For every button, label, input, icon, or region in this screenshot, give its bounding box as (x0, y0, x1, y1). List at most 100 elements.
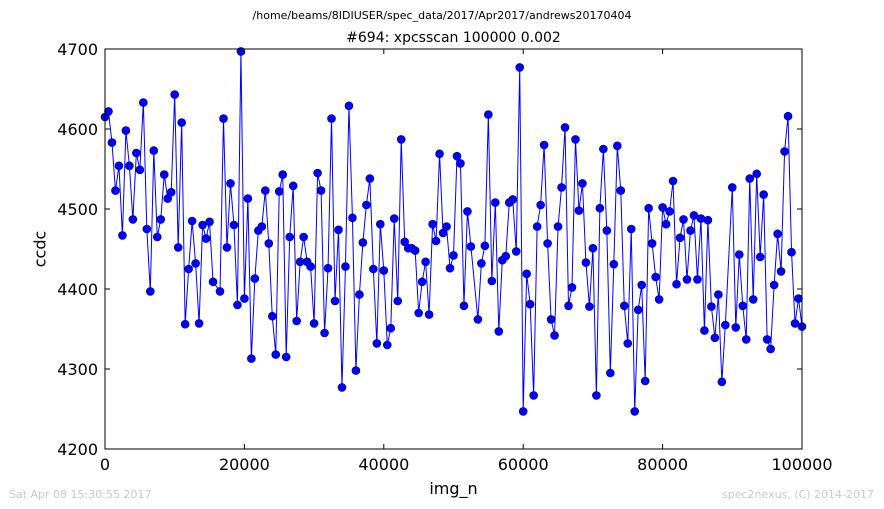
data-point (431, 236, 441, 246)
data-point (205, 217, 214, 227)
data-point (410, 246, 420, 255)
data-point (226, 179, 235, 188)
data-point (201, 234, 211, 243)
data-point (794, 294, 803, 303)
data-point (748, 295, 758, 304)
data-point (721, 320, 730, 330)
data-point (522, 269, 531, 279)
data-point (376, 219, 385, 229)
data-point (612, 141, 622, 151)
data-point (762, 335, 772, 344)
data-point (790, 319, 800, 328)
data-point (128, 215, 138, 224)
data-point (250, 274, 260, 283)
data-point (543, 239, 552, 248)
data-point (442, 222, 451, 231)
data-point (560, 123, 570, 132)
data-point (358, 238, 368, 247)
data-point (166, 187, 176, 197)
data-point (557, 183, 566, 192)
data-point (187, 216, 197, 226)
data-point (473, 315, 483, 324)
data-point (274, 187, 284, 196)
data-point (292, 316, 301, 326)
data-point (491, 198, 500, 207)
data-point (229, 220, 239, 230)
data-point (508, 195, 518, 204)
data-point (633, 305, 643, 315)
data-point (198, 220, 207, 230)
data-point (734, 250, 744, 259)
data-point (682, 275, 692, 284)
chart-title: #694: xpcsscan 100000 0.002 (346, 30, 561, 46)
data-point (396, 135, 406, 144)
footer-timestamp: Sat Apr 08 15:30:55 2017 (9, 488, 152, 501)
data-point (215, 287, 225, 296)
data-point (330, 296, 340, 306)
data-point (334, 225, 343, 235)
data-point (766, 344, 775, 354)
data-point (780, 147, 789, 156)
x-axis-label: img_n (429, 479, 478, 498)
data-point (271, 350, 281, 359)
data-point (428, 219, 437, 229)
data-point (602, 226, 612, 235)
data-point (449, 251, 458, 260)
data-point (107, 138, 117, 147)
data-point (703, 215, 713, 225)
data-point (177, 118, 186, 127)
data-point (417, 277, 427, 287)
data-point (393, 296, 403, 306)
data-point (424, 310, 434, 319)
data-point (337, 383, 347, 392)
data-point (592, 391, 601, 400)
data-point (599, 144, 608, 154)
y-tick-label: 4400 (57, 280, 98, 299)
data-point (707, 302, 716, 311)
data-point (267, 311, 277, 321)
data-point (142, 224, 152, 234)
data-point (341, 262, 350, 271)
data-point (626, 224, 636, 234)
data-point (689, 211, 699, 220)
y-axis-label: ccdc (30, 230, 50, 268)
data-point (219, 114, 228, 123)
x-tick-label: 0 (100, 455, 110, 474)
data-point (114, 161, 124, 171)
series-line (104, 51, 803, 412)
data-point (595, 203, 605, 213)
data-point (494, 327, 504, 336)
y-tick-label: 4600 (57, 120, 98, 139)
series-layer (100, 47, 807, 416)
data-point (191, 259, 200, 268)
data-point (637, 280, 646, 290)
data-point (546, 315, 556, 324)
data-point (693, 275, 702, 284)
data-point (463, 207, 472, 216)
data-point (435, 149, 444, 159)
data-point (759, 190, 768, 199)
data-point (668, 176, 678, 186)
data-point (714, 290, 723, 299)
data-point (309, 319, 319, 328)
data-point (755, 252, 765, 262)
data-point (104, 107, 113, 116)
data-point (752, 169, 762, 179)
data-point (149, 146, 159, 155)
data-point (135, 165, 145, 175)
data-point (382, 340, 392, 350)
data-point (125, 161, 134, 171)
data-point (194, 319, 204, 328)
y-tick-label: 4300 (57, 360, 98, 379)
figure-suptitle: /home/beams/8IDIUSER/spec_data/2017/Apr2… (252, 9, 632, 22)
data-point (606, 368, 615, 378)
data-point (320, 328, 329, 338)
data-point (327, 114, 336, 123)
data-point (675, 233, 685, 243)
data-point (365, 174, 375, 183)
data-point (281, 352, 291, 362)
data-point (466, 242, 476, 251)
data-point (421, 257, 430, 267)
data-point (686, 226, 695, 235)
data-point (159, 170, 169, 179)
